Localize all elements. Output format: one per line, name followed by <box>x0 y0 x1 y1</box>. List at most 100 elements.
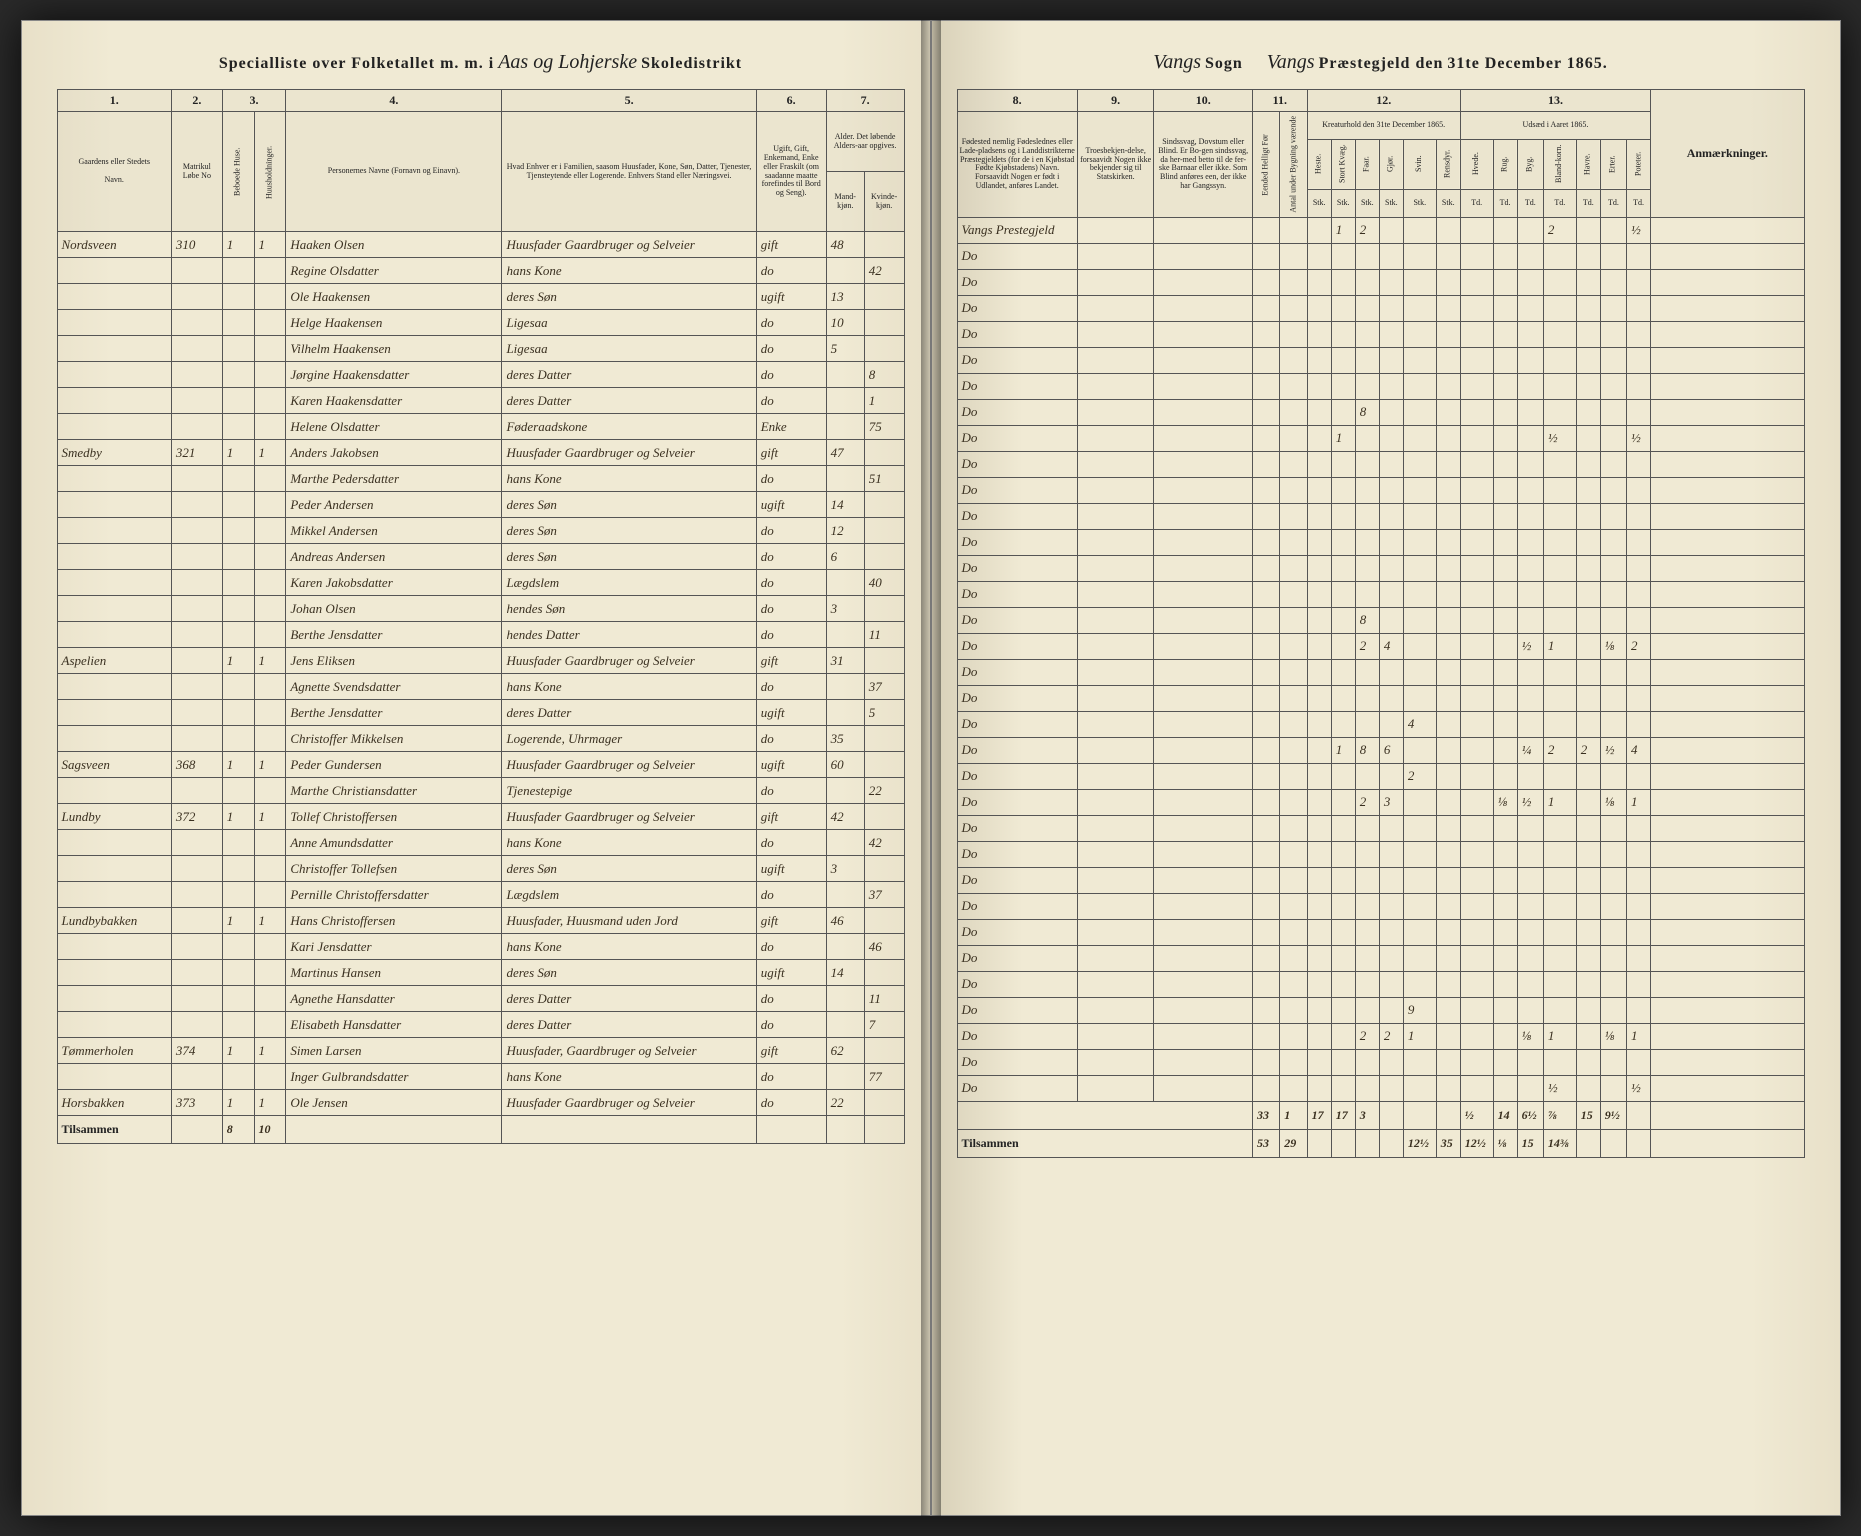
crop-cell <box>1543 321 1576 347</box>
table-row: Do8 <box>957 399 1804 425</box>
h10: Sindssvag, Dovstum eller Blind. Er Bo-ge… <box>1154 112 1252 218</box>
rel-cell <box>1077 451 1154 477</box>
crop-cell: 2 <box>1543 737 1576 763</box>
matr-cell: 368 <box>171 752 222 778</box>
remarks-cell <box>1651 477 1804 503</box>
status-cell: deres Datter <box>502 700 756 726</box>
agem-cell: 48 <box>826 232 864 258</box>
matr-cell <box>171 596 222 622</box>
agef-cell <box>864 908 904 934</box>
agem-cell: 3 <box>826 596 864 622</box>
civil-cell: do <box>756 466 826 492</box>
agef-cell <box>864 284 904 310</box>
livestock-cell <box>1436 503 1460 529</box>
farm-cell <box>57 778 171 804</box>
crop-cell <box>1600 945 1626 971</box>
livestock-cell <box>1355 529 1379 555</box>
farm-cell: Tømmerholen <box>57 1038 171 1064</box>
livestock-cell <box>1307 529 1331 555</box>
livestock-cell <box>1355 867 1379 893</box>
livestock-cell <box>1379 1075 1403 1101</box>
civil-cell: Enke <box>756 414 826 440</box>
livestock-cell <box>1379 711 1403 737</box>
civil-cell: do <box>756 570 826 596</box>
agem-cell <box>826 622 864 648</box>
hh-cell <box>254 960 286 986</box>
civil-cell: do <box>756 1090 826 1116</box>
status-cell: hans Kone <box>502 934 756 960</box>
crop-cell <box>1460 945 1493 971</box>
crop-cell <box>1627 815 1651 841</box>
status-cell: Huusfader Gaardbruger og Selveier <box>502 232 756 258</box>
crop-cell: ½ <box>1627 217 1651 243</box>
birth-cell: Do <box>957 711 1077 737</box>
name-cell: Marthe Christiansdatter <box>286 778 502 804</box>
hh-cell <box>254 596 286 622</box>
farm-cell <box>57 622 171 648</box>
crop-cell <box>1460 1049 1493 1075</box>
crop-cell <box>1493 269 1517 295</box>
cond-cell <box>1154 373 1252 399</box>
c11b <box>1280 295 1307 321</box>
livestock-cell <box>1355 269 1379 295</box>
agem-cell: 42 <box>826 804 864 830</box>
crop-cell <box>1576 945 1600 971</box>
rel-cell <box>1077 867 1154 893</box>
name-cell: Haaken Olsen <box>286 232 502 258</box>
farm-cell: Nordsveen <box>57 232 171 258</box>
house-cell <box>222 674 254 700</box>
hh-cell <box>254 778 286 804</box>
livestock-cell <box>1331 529 1355 555</box>
remarks-cell <box>1651 529 1804 555</box>
rel-cell <box>1077 763 1154 789</box>
livestock-cell <box>1403 685 1436 711</box>
livestock-cell <box>1436 451 1460 477</box>
name-cell: Simen Larsen <box>286 1038 502 1064</box>
crop-cell <box>1460 295 1493 321</box>
livestock-cell <box>1331 841 1355 867</box>
livestock-cell <box>1403 867 1436 893</box>
crop-cell <box>1576 555 1600 581</box>
livestock-cell <box>1379 763 1403 789</box>
livestock-cell <box>1403 815 1436 841</box>
agem-cell: 62 <box>826 1038 864 1064</box>
crop-cell <box>1600 815 1626 841</box>
table-row: Do <box>957 373 1804 399</box>
livestock-cell <box>1355 659 1379 685</box>
crop-cell: 2 <box>1543 217 1576 243</box>
remarks-cell <box>1651 1075 1804 1101</box>
crop-cell <box>1600 451 1626 477</box>
livestock-cell <box>1403 425 1436 451</box>
table-row: Marthe ChristiansdatterTjenestepigedo22 <box>57 778 904 804</box>
livestock-cell <box>1355 971 1379 997</box>
agem-cell <box>826 882 864 908</box>
status-cell: hendes Datter <box>502 622 756 648</box>
livestock-cell <box>1379 997 1403 1023</box>
birth-cell: Do <box>957 451 1077 477</box>
crop-cell: 1 <box>1543 633 1576 659</box>
matr-cell <box>171 1012 222 1038</box>
agem-cell <box>826 570 864 596</box>
agem-cell <box>826 1064 864 1090</box>
livestock-cell: 2 <box>1403 763 1436 789</box>
crop-cell <box>1493 503 1517 529</box>
crop-cell <box>1600 893 1626 919</box>
status-cell: deres Datter <box>502 986 756 1012</box>
status-cell: Føderaadskone <box>502 414 756 440</box>
remarks-cell <box>1651 919 1804 945</box>
livestock-cell <box>1331 945 1355 971</box>
rel-cell <box>1077 919 1154 945</box>
livestock-cell <box>1436 399 1460 425</box>
cond-cell <box>1154 295 1252 321</box>
cond-cell <box>1154 607 1252 633</box>
c11a <box>1252 243 1279 269</box>
crop-cell <box>1576 815 1600 841</box>
remarks-cell <box>1651 659 1804 685</box>
agef-cell: 42 <box>864 830 904 856</box>
farm-cell <box>57 674 171 700</box>
livestock-cell <box>1307 269 1331 295</box>
col7-num: 7. <box>826 90 904 112</box>
name-cell: Martinus Hansen <box>286 960 502 986</box>
livestock-cell <box>1331 867 1355 893</box>
crop-cell <box>1576 971 1600 997</box>
